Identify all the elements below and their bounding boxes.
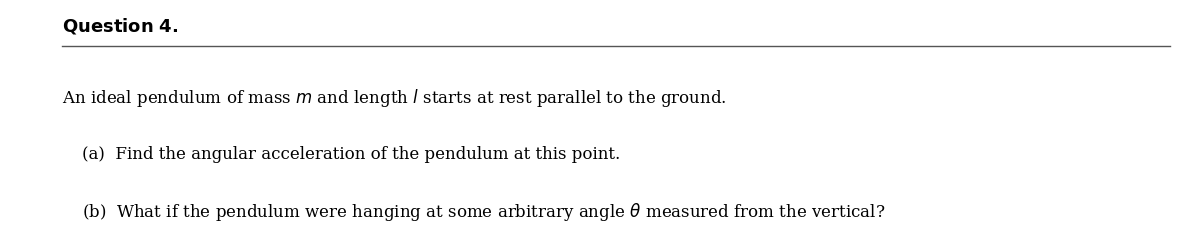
Text: An ideal pendulum of mass $m$ and length $l$ starts at rest parallel to the grou: An ideal pendulum of mass $m$ and length… [62,86,727,108]
Text: (b)  What if the pendulum were hanging at some arbitrary angle $\theta$ measured: (b) What if the pendulum were hanging at… [82,200,884,222]
Text: (a)  Find the angular acceleration of the pendulum at this point.: (a) Find the angular acceleration of the… [82,145,620,162]
Text: $\bf{Question\ 4.}$: $\bf{Question\ 4.}$ [62,16,179,36]
